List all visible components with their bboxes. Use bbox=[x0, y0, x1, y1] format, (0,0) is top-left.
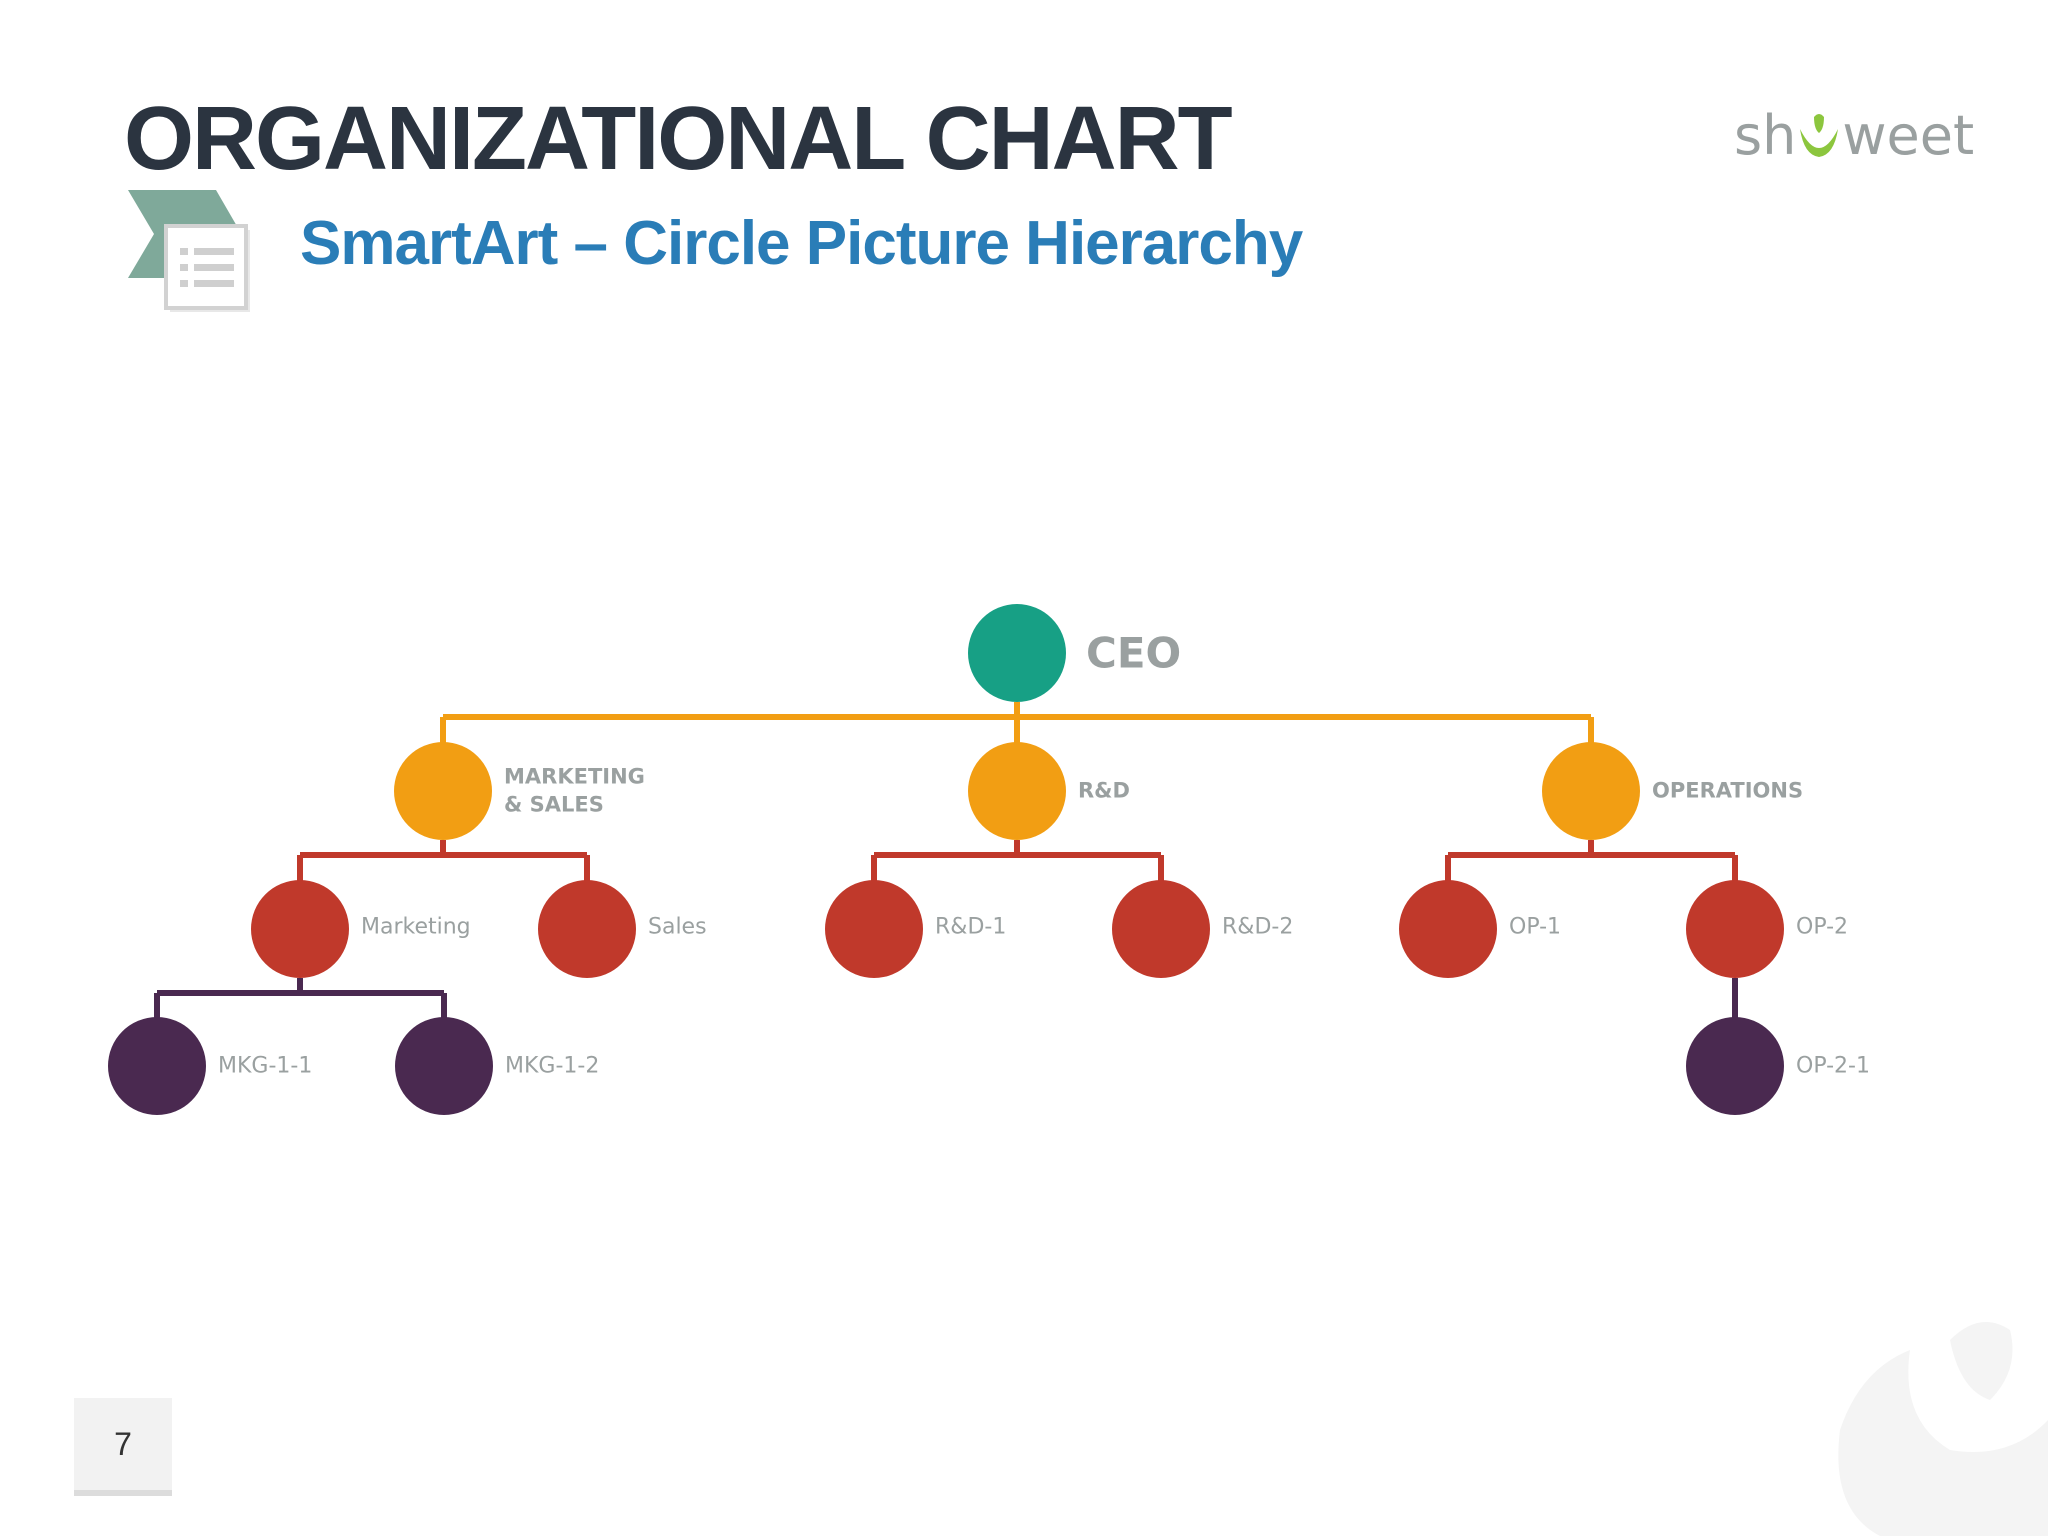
ceo-circle bbox=[968, 604, 1066, 702]
department-label-line: MARKETING bbox=[504, 764, 645, 788]
page-number: 7 bbox=[74, 1398, 172, 1496]
department-circle bbox=[394, 742, 492, 840]
leaf-watermark-icon bbox=[1838, 1322, 2048, 1536]
team-label: OP-2 bbox=[1796, 915, 1848, 940]
subteam-label: OP-2-1 bbox=[1796, 1054, 1870, 1079]
team-circle bbox=[538, 880, 636, 978]
logo-text-left: sh bbox=[1734, 104, 1797, 168]
team-label: OP-1 bbox=[1509, 915, 1561, 940]
team-label: Sales bbox=[648, 915, 707, 940]
department-label: OPERATIONS bbox=[1652, 778, 1803, 802]
department-label: R&D bbox=[1078, 778, 1130, 802]
department-circle bbox=[1542, 742, 1640, 840]
team-circle bbox=[1686, 880, 1784, 978]
slide-subtitle: SmartArt – Circle Picture Hierarchy bbox=[300, 209, 1303, 278]
team-label: R&D-1 bbox=[935, 915, 1006, 940]
team-circle bbox=[251, 880, 349, 978]
subteam-label: MKG-1-2 bbox=[505, 1054, 599, 1079]
showeet-logo: sh weet bbox=[1734, 98, 1984, 168]
team-circle bbox=[825, 880, 923, 978]
team-circle bbox=[1112, 880, 1210, 978]
subteam-circle bbox=[1686, 1017, 1784, 1115]
slide-title: ORGANIZATIONAL CHART bbox=[124, 89, 1233, 189]
team-circle bbox=[1399, 880, 1497, 978]
logo-text-right: weet bbox=[1842, 104, 1975, 168]
department-circle bbox=[968, 742, 1066, 840]
team-label: Marketing bbox=[361, 915, 471, 940]
ceo-label: CEO bbox=[1086, 629, 1181, 678]
team-label: R&D-2 bbox=[1222, 915, 1293, 940]
smile-leaf-icon bbox=[1800, 114, 1839, 158]
subteam-circle bbox=[108, 1017, 206, 1115]
document-list-icon bbox=[128, 190, 250, 312]
subteam-label: MKG-1-1 bbox=[218, 1054, 312, 1079]
department-label-line: & SALES bbox=[504, 792, 604, 816]
subteam-circle bbox=[395, 1017, 493, 1115]
